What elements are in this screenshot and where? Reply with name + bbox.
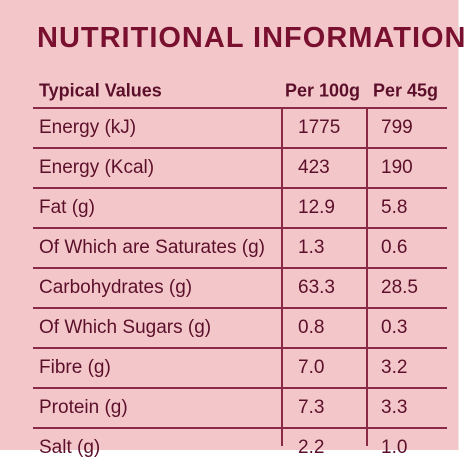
table-row: Of Which are Saturates (g) 1.3 0.6 xyxy=(33,227,447,267)
row-name: Of Which Sugars (g) xyxy=(39,317,212,338)
row-name: Fat (g) xyxy=(39,197,95,218)
column-divider xyxy=(366,109,368,446)
row-per-100g: 7.0 xyxy=(298,357,325,378)
header-typical-values: Typical Values xyxy=(39,80,162,101)
row-per-100g: 2.2 xyxy=(298,437,325,458)
table-row: Carbohydrates (g) 63.3 28.5 xyxy=(33,267,447,307)
row-per-45g: 3.2 xyxy=(381,357,408,378)
row-name: Energy (kJ) xyxy=(39,117,137,138)
table-row: Salt (g) 2.2 1.0 xyxy=(33,427,447,467)
row-per-100g: 12.9 xyxy=(298,197,335,218)
row-name: Protein (g) xyxy=(39,397,128,418)
row-per-45g: 1.0 xyxy=(381,437,408,458)
label-title: NUTRITIONAL INFORMATION xyxy=(37,22,467,54)
table-row: Energy (kJ) 1775 799 xyxy=(33,107,447,147)
nutrition-table: Typical Values Per 100g Per 45g Energy (… xyxy=(33,75,447,467)
row-per-45g: 190 xyxy=(381,157,413,178)
row-name: Carbohydrates (g) xyxy=(39,277,193,298)
table-row: Protein (g) 7.3 3.3 xyxy=(33,387,447,427)
row-per-45g: 799 xyxy=(381,117,413,138)
row-name: Energy (Kcal) xyxy=(39,157,155,178)
table-row: Of Which Sugars (g) 0.8 0.3 xyxy=(33,307,447,347)
nutrition-label: NUTRITIONAL INFORMATION Typical Values P… xyxy=(0,0,466,458)
header-per-100g: Per 100g xyxy=(285,80,361,101)
row-per-45g: 0.3 xyxy=(381,317,408,338)
row-name: Fibre (g) xyxy=(39,357,111,378)
row-per-45g: 5.8 xyxy=(381,197,408,218)
row-per-100g: 7.3 xyxy=(298,397,325,418)
row-per-100g: 1.3 xyxy=(298,237,325,258)
row-per-100g: 423 xyxy=(298,157,330,178)
table-row: Energy (Kcal) 423 190 xyxy=(33,147,447,187)
row-per-100g: 1775 xyxy=(298,117,341,138)
column-divider xyxy=(281,109,283,446)
row-per-45g: 28.5 xyxy=(381,277,418,298)
table-row: Fat (g) 12.9 5.8 xyxy=(33,187,447,227)
table-row: Fibre (g) 7.0 3.2 xyxy=(33,347,447,387)
table-header: Typical Values Per 100g Per 45g xyxy=(33,75,447,107)
row-name: Of Which are Saturates (g) xyxy=(39,237,265,258)
row-per-100g: 0.8 xyxy=(298,317,325,338)
header-per-45g: Per 45g xyxy=(373,80,439,101)
row-name: Salt (g) xyxy=(39,437,101,458)
row-per-100g: 63.3 xyxy=(298,277,335,298)
row-per-45g: 0.6 xyxy=(381,237,408,258)
row-per-45g: 3.3 xyxy=(381,397,408,418)
